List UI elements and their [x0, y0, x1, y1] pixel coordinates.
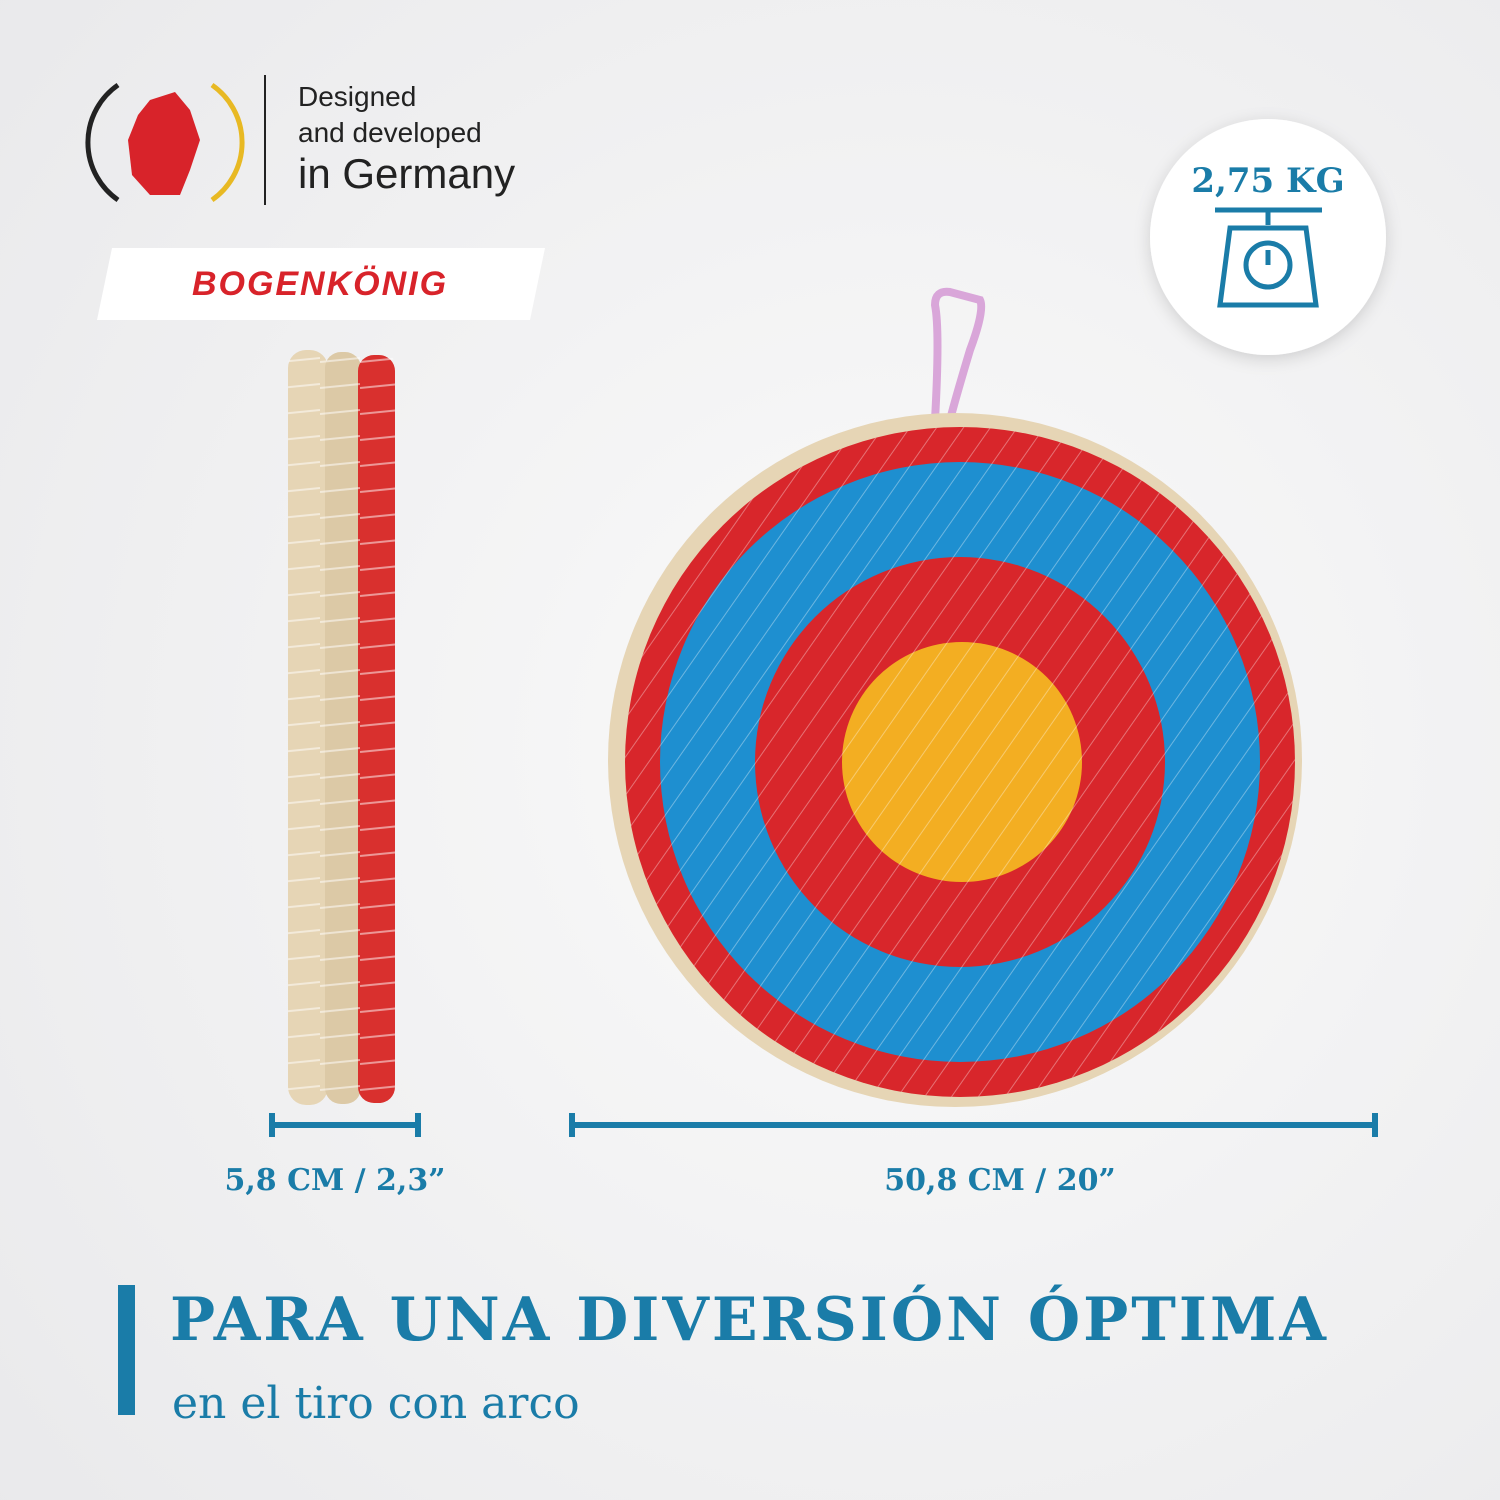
- brand-banner: BOGENKÖNIG: [97, 248, 545, 320]
- weight-badge: 2,75 KG: [1150, 119, 1386, 355]
- badge-line: Designed: [298, 81, 416, 112]
- weight-label: 2,75 KG: [1191, 161, 1344, 201]
- badge-line: in Germany: [298, 150, 515, 197]
- headline-subtitle: en el tiro con arco: [172, 1378, 580, 1429]
- dimension-lines: [269, 1113, 1378, 1137]
- target-front-view: [608, 287, 1302, 1107]
- target-side-view: [288, 350, 395, 1105]
- headline-bar: [118, 1285, 135, 1415]
- germany-badge: Designed and developed in Germany: [85, 75, 515, 205]
- brand-name: BOGENKÖNIG: [192, 265, 448, 303]
- depth-label: 5,8 CM / 2,3”: [224, 1163, 445, 1198]
- diameter-label: 50,8 CM / 20”: [884, 1163, 1115, 1198]
- badge-line: and developed: [298, 117, 482, 148]
- headline-title: PARA UNA DIVERSIÓN ÓPTIMA: [170, 1284, 1329, 1355]
